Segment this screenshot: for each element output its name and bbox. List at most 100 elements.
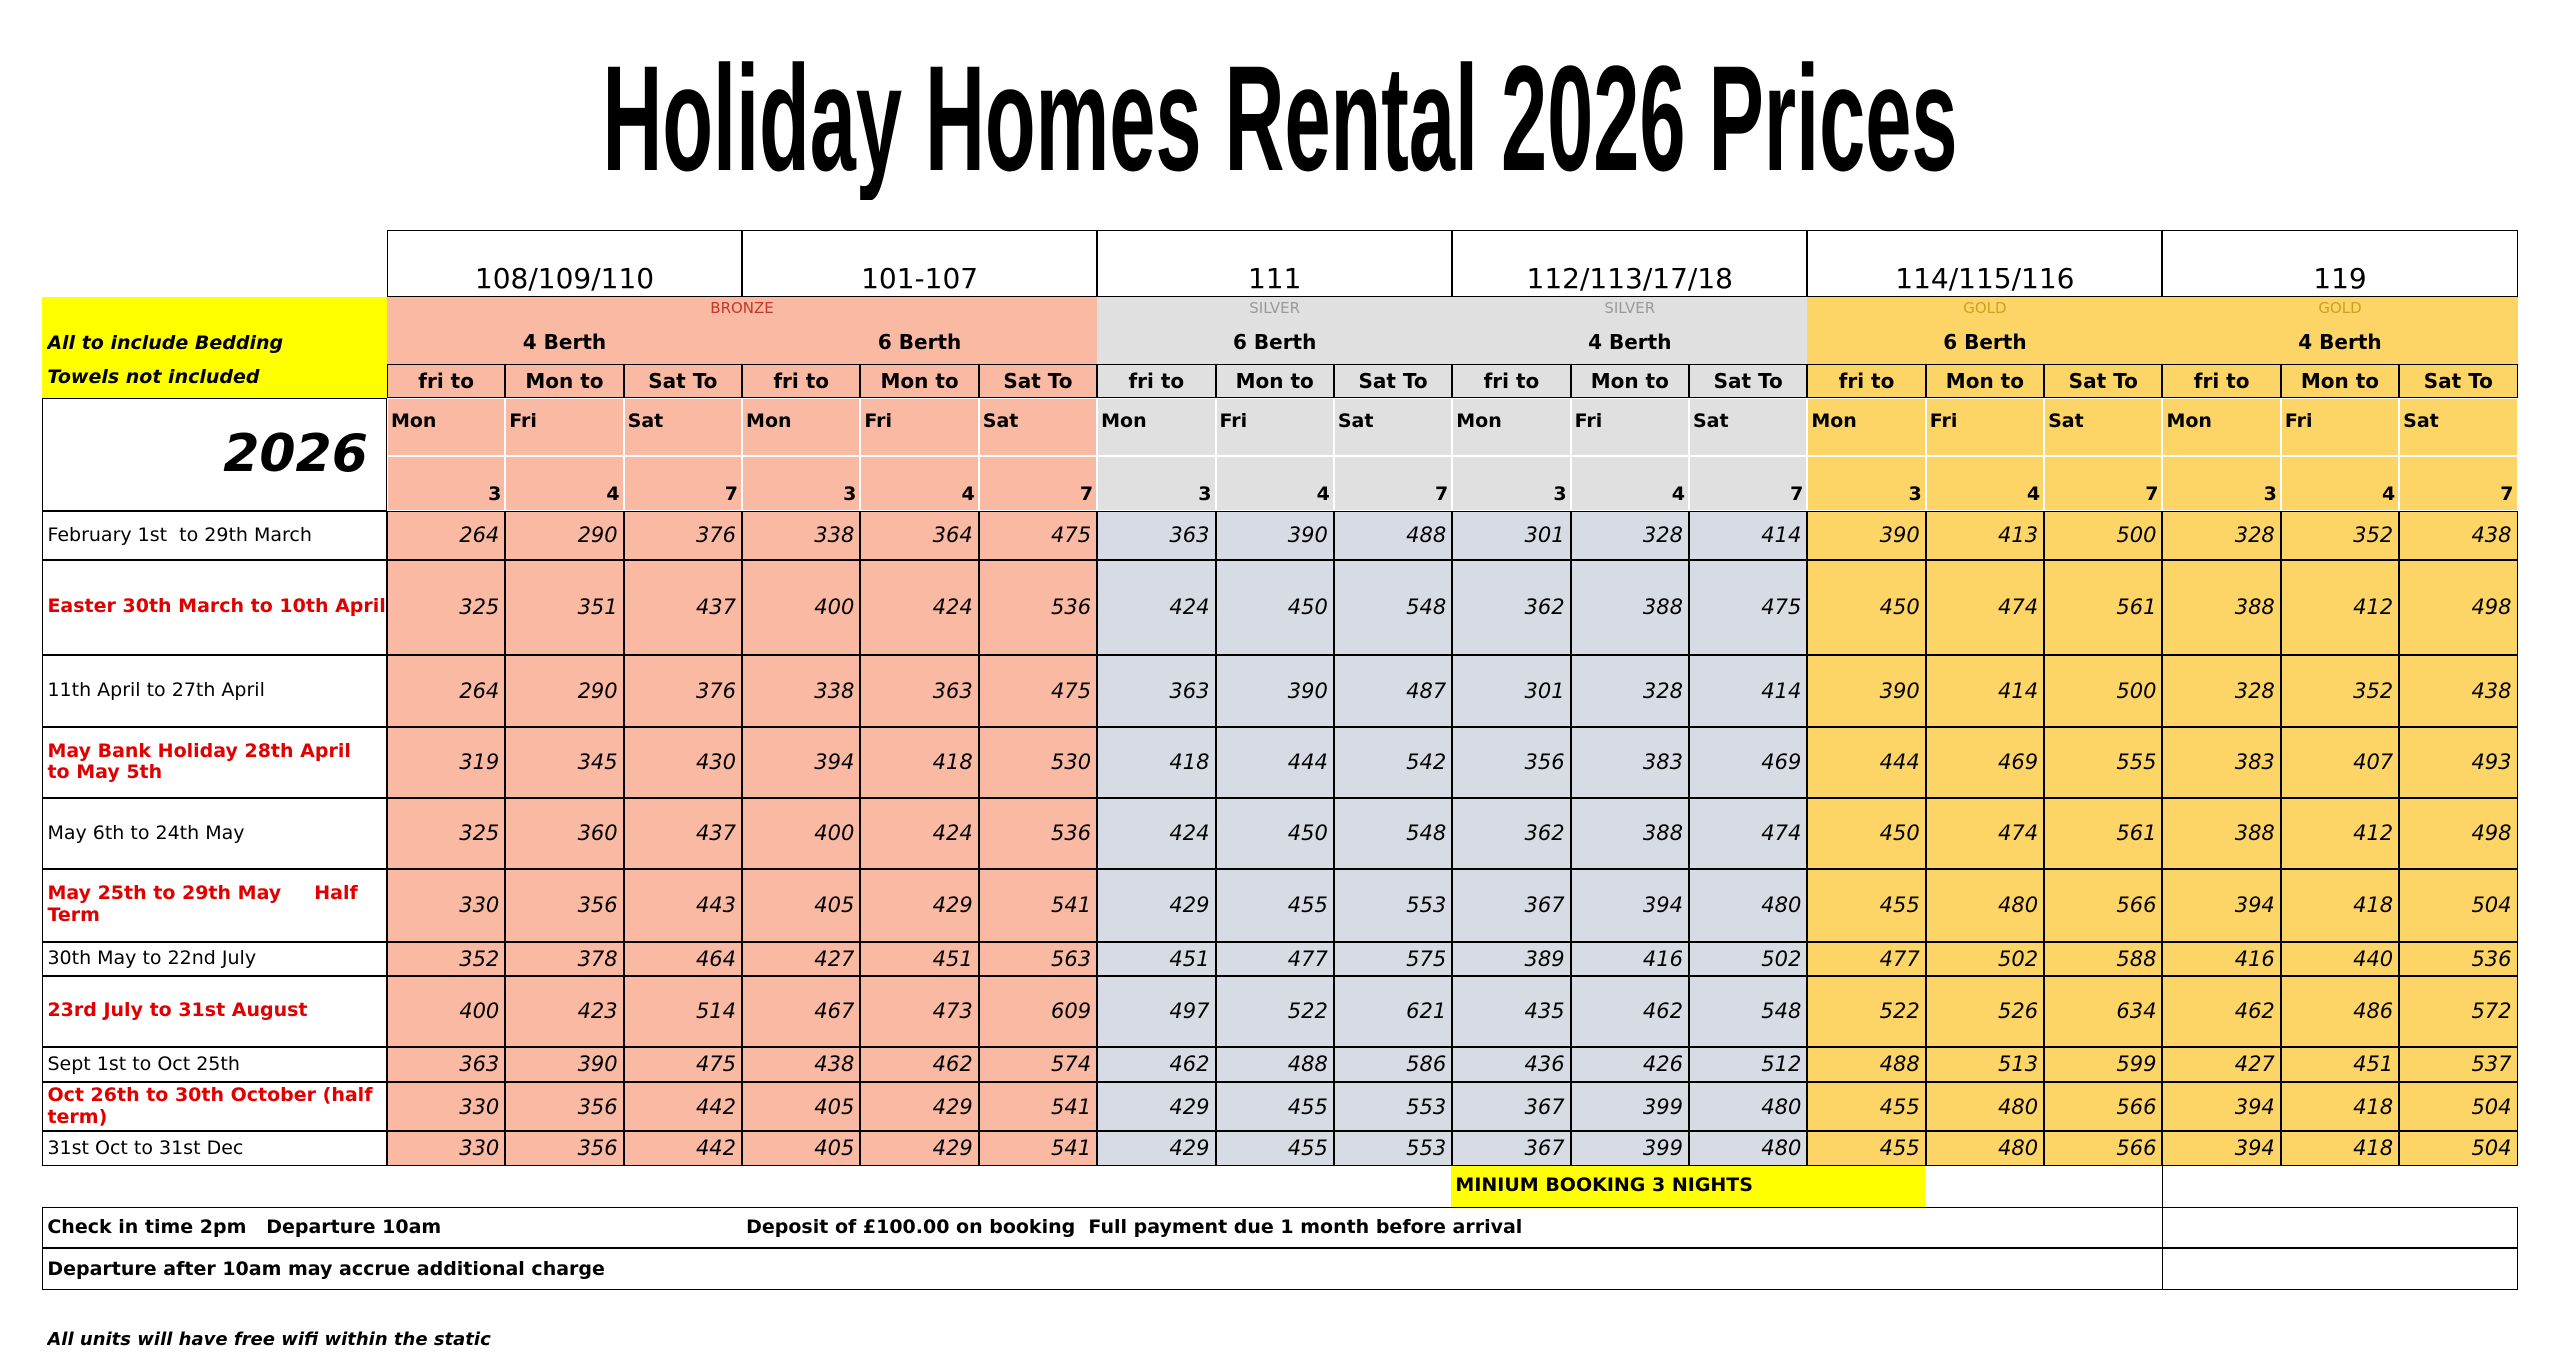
title: Holiday Homes Rental 2026 Prices bbox=[603, 34, 1958, 200]
price: 475 bbox=[1688, 560, 1808, 655]
period: February 1st to 29th March bbox=[42, 511, 387, 560]
price: 418 bbox=[2280, 1131, 2400, 1166]
berth-label: 6 Berth bbox=[1233, 331, 1317, 355]
berth-label: 6 Berth bbox=[877, 331, 962, 355]
price: 405 bbox=[742, 868, 861, 943]
price: 462 bbox=[1570, 976, 1689, 1047]
price: 462 bbox=[860, 1046, 979, 1083]
price: 390 bbox=[1807, 654, 1926, 727]
price: 462 bbox=[2162, 976, 2281, 1047]
column-day: Fri bbox=[860, 398, 979, 456]
price: 264 bbox=[386, 654, 506, 727]
price: 486 bbox=[2280, 976, 2400, 1047]
price: 475 bbox=[978, 511, 1098, 560]
column-nights: 4 bbox=[1215, 455, 1334, 511]
price: 389 bbox=[1452, 942, 1571, 977]
price: 451 bbox=[1097, 942, 1216, 977]
price: 566 bbox=[2044, 1131, 2163, 1166]
price: 488 bbox=[1333, 511, 1453, 560]
grade-label: BRONZE bbox=[710, 300, 774, 318]
note-box bbox=[42, 297, 387, 399]
column-nights: 3 bbox=[1097, 455, 1216, 511]
price: 450 bbox=[1807, 560, 1926, 655]
price: 394 bbox=[742, 726, 861, 799]
wifi-note: All units will have free wifi within the… bbox=[47, 1329, 491, 1351]
price: 474 bbox=[1925, 798, 2045, 869]
note: Towels not included bbox=[47, 367, 260, 389]
unit-name: 112/113/17/18 bbox=[1452, 230, 1808, 298]
price: 493 bbox=[2399, 726, 2518, 799]
column-nights: 4 bbox=[1570, 455, 1689, 511]
price: 500 bbox=[2044, 654, 2163, 727]
unit-name: 111 bbox=[1097, 230, 1453, 298]
price: 426 bbox=[1570, 1046, 1689, 1083]
period: May 25th to 29th May Half Term bbox=[42, 868, 387, 943]
price: 328 bbox=[2162, 511, 2281, 560]
berth-label: 4 Berth bbox=[2298, 331, 2382, 355]
price: 429 bbox=[860, 868, 979, 943]
price: 522 bbox=[1807, 976, 1926, 1047]
price: 376 bbox=[623, 511, 743, 560]
column-head: fri to bbox=[386, 364, 506, 399]
unit-name: 114/115/116 bbox=[1807, 230, 2163, 298]
price: 437 bbox=[623, 798, 743, 869]
price: 572 bbox=[2399, 976, 2518, 1047]
minimum-booking: MINIUM BOOKING 3 NIGHTS bbox=[1451, 1165, 1925, 1207]
column-day: Mon bbox=[386, 398, 506, 456]
price: 480 bbox=[1688, 1131, 1808, 1166]
price: 367 bbox=[1452, 1082, 1571, 1132]
berth-label: 6 Berth bbox=[1943, 331, 2027, 355]
period: 30th May to 22nd July bbox=[42, 942, 387, 977]
price: 537 bbox=[2399, 1046, 2518, 1083]
price: 548 bbox=[1333, 798, 1453, 869]
price: 522 bbox=[1215, 976, 1334, 1047]
price: 416 bbox=[1570, 942, 1689, 977]
price: 473 bbox=[860, 976, 979, 1047]
price: 290 bbox=[505, 654, 624, 727]
price: 536 bbox=[2399, 942, 2518, 977]
price: 414 bbox=[1688, 654, 1808, 727]
column-nights: 7 bbox=[1333, 455, 1453, 511]
column-nights: 4 bbox=[1925, 455, 2045, 511]
price: 443 bbox=[623, 868, 743, 943]
price: 367 bbox=[1452, 1131, 1571, 1166]
price: 412 bbox=[2280, 798, 2400, 869]
price: 553 bbox=[1333, 1082, 1453, 1132]
price: 414 bbox=[1925, 654, 2045, 727]
price: 530 bbox=[978, 726, 1098, 799]
price: 553 bbox=[1333, 1131, 1453, 1166]
period: May Bank Holiday 28th April to May 5th bbox=[42, 726, 387, 799]
price: 351 bbox=[505, 560, 624, 655]
price: 429 bbox=[860, 1082, 979, 1132]
price: 356 bbox=[505, 868, 624, 943]
column-day: Mon bbox=[742, 398, 861, 456]
price: 413 bbox=[1925, 511, 2045, 560]
grade-band bbox=[2162, 297, 2518, 365]
price: 301 bbox=[1452, 511, 1571, 560]
price: 480 bbox=[1925, 868, 2045, 943]
price: 383 bbox=[1570, 726, 1689, 799]
column-head: fri to bbox=[1097, 364, 1216, 399]
price: 526 bbox=[1925, 976, 2045, 1047]
column-head: Mon to bbox=[2280, 364, 2400, 399]
price: 514 bbox=[623, 976, 743, 1047]
period: Oct 26th to 30th October (half term) bbox=[42, 1082, 387, 1132]
price: 455 bbox=[1215, 1131, 1334, 1166]
price: 436 bbox=[1452, 1046, 1571, 1083]
price: 487 bbox=[1333, 654, 1453, 727]
column-day: Sat bbox=[1333, 398, 1453, 456]
price: 574 bbox=[978, 1046, 1098, 1083]
column-day: Fri bbox=[1925, 398, 2045, 456]
check-in: Check in time 2pm Departure 10am bbox=[47, 1215, 442, 1238]
price: 328 bbox=[1570, 511, 1689, 560]
price: 388 bbox=[1570, 560, 1689, 655]
grade-band bbox=[386, 297, 1098, 365]
column-head: Mon to bbox=[1570, 364, 1689, 399]
price: 475 bbox=[978, 654, 1098, 727]
price: 599 bbox=[2044, 1046, 2163, 1083]
price: 394 bbox=[2162, 1082, 2281, 1132]
price: 442 bbox=[623, 1131, 743, 1166]
price: 376 bbox=[623, 654, 743, 727]
column-nights: 3 bbox=[1807, 455, 1926, 511]
price: 388 bbox=[1570, 798, 1689, 869]
